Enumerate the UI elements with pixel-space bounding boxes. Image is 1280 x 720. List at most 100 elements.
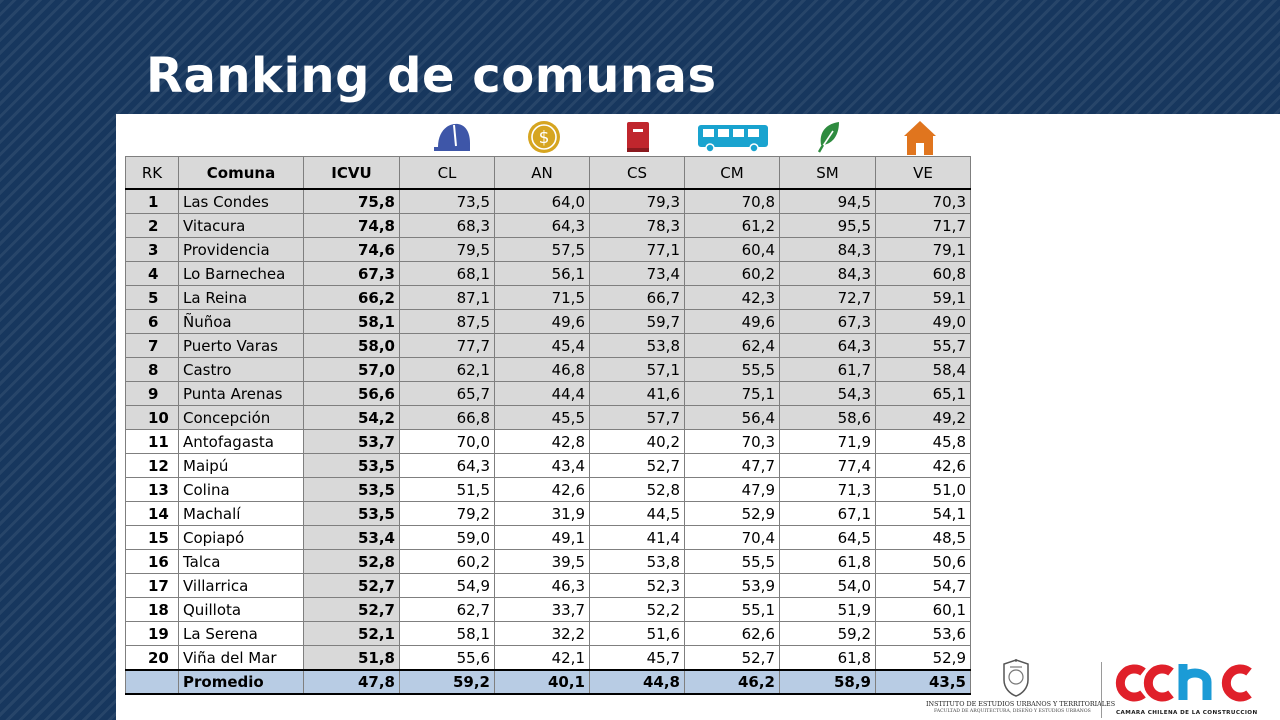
cs-cell: 40,2 (589, 429, 685, 454)
cs-cell: 53,8 (589, 549, 685, 574)
an-cell: 56,1 (494, 261, 590, 286)
cl-cell: 87,1 (399, 285, 495, 310)
table-row: 4 Lo Barnechea 67,3 68,1 56,1 73,4 60,2 84,3 60,… (125, 261, 971, 286)
rank-cell: 7 (125, 333, 179, 358)
an-cell: 39,5 (494, 549, 590, 574)
header-cl: CL (399, 156, 495, 190)
icvu-cell: 53,5 (303, 501, 400, 526)
ranking-table: RK Comuna ICVU CL AN CS CM SM VE 1 Las Co… (125, 156, 971, 695)
an-cell: 64,3 (494, 213, 590, 238)
cs-cell: 77,1 (589, 237, 685, 262)
slide-title: Ranking de comunas (146, 48, 717, 104)
cm-cell: 60,4 (684, 237, 780, 262)
table-row: 8 Castro 57,0 62,1 46,8 57,1 55,5 61,7 58,4 (125, 357, 971, 382)
cm-cell: 70,8 (684, 188, 780, 214)
cl-cell: 51,5 (399, 477, 495, 502)
comuna-cell: Villarrica (178, 573, 304, 598)
table-row: 17 Villarrica 52,7 54,9 46,3 52,3 53,9 54,0 54,7 (125, 573, 971, 598)
sm-cell: 67,3 (779, 309, 876, 334)
cm-cell: 42,3 (684, 285, 780, 310)
cs-cell: 59,7 (589, 309, 685, 334)
ve-cell: 54,1 (875, 501, 971, 526)
sm-cell: 64,3 (779, 333, 876, 358)
ve-cell: 51,0 (875, 477, 971, 502)
an-cell: 49,1 (494, 525, 590, 550)
rank-cell: 15 (125, 525, 179, 550)
table-body: 1 Las Condes 75,8 73,5 64,0 79,3 70,8 94,5 70,3 2… (125, 188, 971, 671)
icvu-cell: 57,0 (303, 357, 400, 382)
ve-cell: 60,8 (875, 261, 971, 286)
cl-cell: 68,1 (399, 261, 495, 286)
comuna-cell: La Serena (178, 621, 304, 646)
comuna-cell: Quillota (178, 597, 304, 622)
rank-cell: 13 (125, 477, 179, 502)
dollar-coin-icon: $ (528, 121, 560, 153)
indicator-icons-row: $ (116, 114, 1280, 158)
an-cell: 42,6 (494, 477, 590, 502)
cl-cell: 68,3 (399, 213, 495, 238)
ve-cell: 53,6 (875, 621, 971, 646)
an-cell: 42,1 (494, 645, 590, 671)
sm-cell: 94,5 (779, 188, 876, 214)
rank-cell: 2 (125, 213, 179, 238)
ve-cell: 70,3 (875, 188, 971, 214)
icvu-cell: 67,3 (303, 261, 400, 286)
cm-cell: 62,6 (684, 621, 780, 646)
cl-cell: 58,1 (399, 621, 495, 646)
rank-cell: 17 (125, 573, 179, 598)
ve-cell: 50,6 (875, 549, 971, 574)
icvu-cell: 74,8 (303, 213, 400, 238)
footer-ve: 43,5 (875, 669, 971, 695)
cl-cell: 55,6 (399, 645, 495, 671)
cs-cell: 52,8 (589, 477, 685, 502)
ve-cell: 54,7 (875, 573, 971, 598)
icvu-cell: 53,4 (303, 525, 400, 550)
cl-cell: 60,2 (399, 549, 495, 574)
cm-cell: 55,1 (684, 597, 780, 622)
comuna-cell: Copiapó (178, 525, 304, 550)
icvu-cell: 53,5 (303, 453, 400, 478)
rank-cell: 11 (125, 429, 179, 454)
table-row: 19 La Serena 52,1 58,1 32,2 51,6 62,6 59,2 53,6 (125, 621, 971, 646)
icvu-cell: 52,1 (303, 621, 400, 646)
cm-cell: 52,9 (684, 501, 780, 526)
cm-cell: 60,2 (684, 261, 780, 286)
cs-cell: 44,5 (589, 501, 685, 526)
an-cell: 57,5 (494, 237, 590, 262)
an-cell: 45,5 (494, 405, 590, 430)
icvu-cell: 75,8 (303, 188, 400, 214)
table-row: 18 Quillota 52,7 62,7 33,7 52,2 55,1 51,9 60,1 (125, 597, 971, 622)
cchc-wordmark-icon (1115, 664, 1252, 702)
an-cell: 64,0 (494, 188, 590, 214)
icvu-cell: 54,2 (303, 405, 400, 430)
ve-cell: 45,8 (875, 429, 971, 454)
sm-cell: 77,4 (779, 453, 876, 478)
table-row: 1 Las Condes 75,8 73,5 64,0 79,3 70,8 94,5 70,3 (125, 188, 971, 214)
header-ve: VE (875, 156, 971, 190)
comuna-cell: Talca (178, 549, 304, 574)
cs-cell: 51,6 (589, 621, 685, 646)
header-comuna: Comuna (178, 156, 304, 190)
rank-cell: 19 (125, 621, 179, 646)
cs-cell: 41,6 (589, 381, 685, 406)
cl-cell: 65,7 (399, 381, 495, 406)
sm-cell: 67,1 (779, 501, 876, 526)
cm-cell: 47,9 (684, 477, 780, 502)
an-cell: 46,8 (494, 357, 590, 382)
an-cell: 49,6 (494, 309, 590, 334)
ve-cell: 65,1 (875, 381, 971, 406)
footer-cl: 59,2 (399, 669, 495, 695)
content-panel: $ (116, 114, 1280, 720)
ve-cell: 79,1 (875, 237, 971, 262)
cs-cell: 79,3 (589, 188, 685, 214)
comuna-cell: Colina (178, 477, 304, 502)
table-row: 2 Vitacura 74,8 68,3 64,3 78,3 61,2 95,5 71,7 (125, 213, 971, 238)
cl-cell: 79,2 (399, 501, 495, 526)
comuna-cell: Las Condes (178, 188, 304, 214)
comuna-cell: Lo Barnechea (178, 261, 304, 286)
sm-cell: 51,9 (779, 597, 876, 622)
an-cell: 32,2 (494, 621, 590, 646)
cm-cell: 52,7 (684, 645, 780, 671)
comuna-cell: Puerto Varas (178, 333, 304, 358)
table-row: 9 Punta Arenas 56,6 65,7 44,4 41,6 75,1 54,3 65,… (125, 381, 971, 406)
